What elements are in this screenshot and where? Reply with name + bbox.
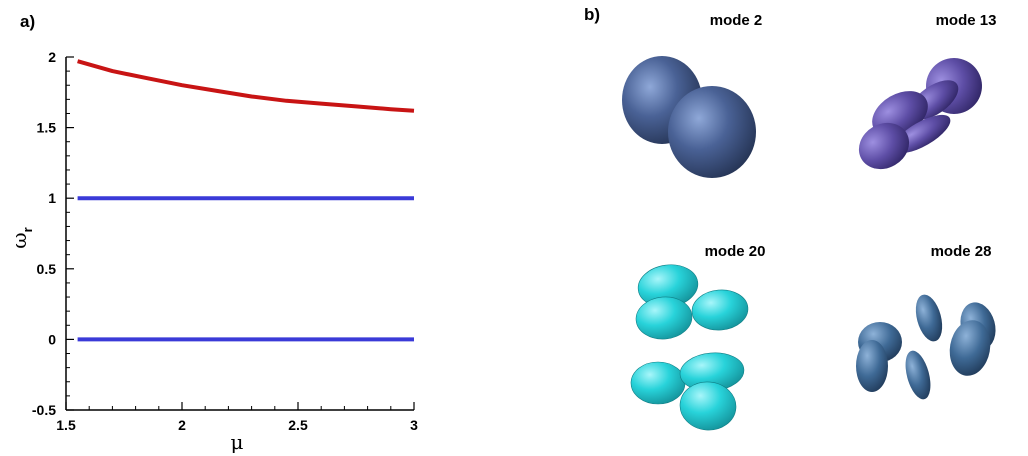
x-axis-label: μ [231,430,244,454]
mode-20-label: mode 20 [705,243,766,260]
mode-2-isosurface [622,56,756,178]
mode-2-panel: mode 2 [622,12,762,178]
panel-a-label: a) [20,12,35,31]
mode-20-panel: mode 20 [630,243,766,431]
mode-28-label: mode 28 [931,243,992,260]
panel-b-label: b) [584,5,600,24]
series-line-1 [77,59,415,113]
mode-20-isosurface [630,264,749,431]
x-tick-label: 2.5 [288,417,308,433]
x-tick-label: 3 [410,417,418,433]
y-tick-label: 0 [48,331,56,347]
y-tick-label: 1.5 [37,120,57,136]
line-chart: 1.5 2 2.5 3 -0.5 0 0.5 1 1.5 2 μ ωr [7,49,418,454]
mode-13-isosurface [858,58,982,170]
y-axis-label-subscript: r [20,227,35,232]
y-axis-label: ωr [7,227,35,248]
x-tick-label: 1.5 [56,417,76,433]
mode-13-label: mode 13 [936,12,997,29]
y-tick-label: 1 [48,190,56,206]
series-layer [77,59,415,342]
mode-13-panel: mode 13 [858,12,997,170]
mode-28-isosurface [856,294,996,400]
y-tick-label: -0.5 [32,402,56,418]
y-axis-label-main: ω [7,232,31,248]
y-tick-label: 2 [48,49,56,65]
y-tick-label: 0.5 [37,261,57,277]
x-tick-label: 2 [178,417,186,433]
mode-28-panel: mode 28 [856,243,996,400]
mode-2-label: mode 2 [710,12,763,29]
ticks: 1.5 2 2.5 3 -0.5 0 0.5 1 1.5 2 [32,49,418,433]
axes [65,57,414,411]
